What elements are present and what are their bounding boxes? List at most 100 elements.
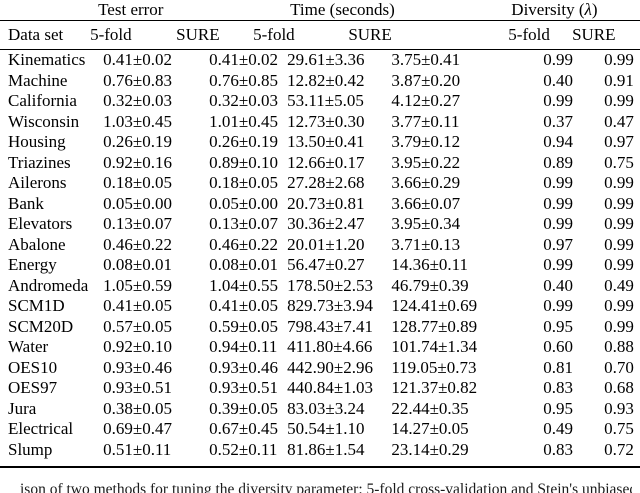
dataset-name-cell: Wisconsin: [8, 111, 80, 131]
div-sure-cell: 0.93: [604, 398, 634, 418]
table-row: SCM20D 0.57±0.05 0.59±0.05 798.43±7.41 128.7…: [0, 317, 640, 338]
test-5fold-cell: 1.05±0.59: [103, 275, 172, 295]
time-5fold-cell: 20.73±0.81: [287, 193, 365, 213]
dataset-name-cell: Triazines: [8, 152, 71, 172]
dataset-name-cell: OES10: [8, 357, 58, 377]
test-sure-cell: 0.67±0.45: [209, 419, 279, 439]
table-row: Housing 0.26±0.19 0.26±0.19 13.50±0.41 3.79±…: [0, 132, 640, 153]
table-row: Jura 0.38±0.05 0.39±0.05 83.03±3.24 22.44±0.…: [0, 399, 640, 420]
table-row: Energy 0.08±0.01 0.08±0.01 56.47±0.27 14.36±…: [0, 255, 640, 276]
time-5fold-cell: 30.36±2.47: [287, 214, 365, 234]
col-header-div-sure: SURE: [572, 20, 640, 50]
test-sure-cell: 0.13±0.07: [209, 214, 279, 234]
div-sure-cell: 0.72: [604, 439, 634, 459]
time-sure-cell: 3.75±0.41: [391, 50, 461, 70]
time-5fold-cell: 12.73±0.30: [287, 111, 365, 131]
test-sure-cell: 0.32±0.03: [209, 91, 279, 111]
col-header-dataset: Data set: [0, 20, 91, 50]
time-sure-cell: 3.66±0.29: [391, 173, 461, 193]
test-5fold-cell: 0.51±0.11: [103, 439, 172, 459]
div-5fold-cell: 0.40: [543, 70, 574, 90]
time-sure-cell: 3.95±0.22: [391, 152, 461, 172]
div-5fold-cell: 0.99: [543, 296, 574, 316]
dataset-name-cell: Kinematics: [8, 50, 86, 70]
test-5fold-cell: 0.57±0.05: [103, 316, 172, 336]
test-5fold-cell: 0.69±0.47: [103, 419, 172, 439]
results-table-wrap: Test error Time (seconds) Diversity (λ) …: [0, 0, 640, 468]
group-label-diversity-prefix: Diversity (: [511, 0, 585, 19]
div-sure-cell: 0.97: [604, 132, 634, 152]
dataset-name-cell: Water: [8, 337, 49, 357]
test-5fold-cell: 0.92±0.10: [103, 337, 172, 357]
group-header-time: Time (seconds): [253, 0, 509, 21]
group-header-spacer: [0, 0, 91, 21]
group-header-row: Test error Time (seconds) Diversity (λ): [0, 0, 640, 21]
test-5fold-cell: 1.03±0.45: [103, 111, 172, 131]
time-sure-cell: 22.44±0.35: [391, 398, 469, 418]
col-header-test-sure: SURE: [176, 20, 254, 50]
div-5fold-cell: 0.83: [543, 439, 574, 459]
group-header-test-error: Test error: [90, 0, 254, 21]
col-header-time-sure: SURE: [348, 20, 509, 50]
test-5fold-cell: 0.92±0.16: [103, 152, 172, 172]
div-sure-cell: 0.68: [604, 378, 634, 398]
test-5fold-cell: 0.46±0.22: [103, 234, 172, 254]
table-row: Slump 0.51±0.11 0.52±0.11 81.86±1.54 23.14±0…: [0, 440, 640, 461]
time-5fold-cell: 798.43±7.41: [287, 316, 373, 336]
test-5fold-cell: 0.93±0.46: [103, 357, 172, 377]
test-5fold-cell: 0.18±0.05: [103, 173, 172, 193]
time-5fold-cell: 442.90±2.96: [287, 357, 373, 377]
test-sure-cell: 0.26±0.19: [209, 132, 279, 152]
div-5fold-cell: 0.95: [543, 398, 574, 418]
time-5fold-cell: 13.50±0.41: [287, 132, 365, 152]
dataset-name-cell: Bank: [8, 193, 44, 213]
div-5fold-cell: 0.89: [543, 152, 574, 172]
div-sure-cell: 0.99: [604, 316, 634, 336]
test-sure-cell: 0.76±0.85: [209, 70, 279, 90]
group-header-diversity: Diversity (λ): [508, 0, 640, 21]
time-5fold-cell: 829.73±3.94: [287, 296, 373, 316]
time-sure-cell: 128.77±0.89: [391, 316, 478, 336]
col-header-time-5fold: 5-fold: [253, 20, 349, 50]
test-5fold-cell: 0.08±0.01: [103, 255, 172, 275]
test-5fold-cell: 0.32±0.03: [103, 91, 172, 111]
time-sure-cell: 3.77±0.11: [391, 111, 460, 131]
test-sure-cell: 0.93±0.46: [209, 357, 279, 377]
test-sure-cell: 0.41±0.02: [209, 50, 279, 70]
time-sure-cell: 14.27±0.05: [391, 419, 469, 439]
test-sure-cell: 0.41±0.05: [209, 296, 279, 316]
time-5fold-cell: 29.61±3.36: [287, 50, 365, 70]
div-5fold-cell: 0.99: [543, 91, 574, 111]
div-5fold-cell: 0.99: [543, 255, 574, 275]
div-sure-cell: 0.75: [604, 152, 634, 172]
dataset-name-cell: Abalone: [8, 234, 66, 254]
table-row: Elevators 0.13±0.07 0.13±0.07 30.36±2.47 3.9…: [0, 214, 640, 235]
dataset-name-cell: Energy: [8, 255, 57, 275]
div-5fold-cell: 0.99: [543, 50, 574, 70]
table-row: Machine 0.76±0.83 0.76±0.85 12.82±0.42 3.87±…: [0, 71, 640, 92]
time-sure-cell: 3.95±0.34: [391, 214, 461, 234]
results-table: Test error Time (seconds) Diversity (λ) …: [0, 0, 640, 461]
time-sure-cell: 4.12±0.27: [391, 91, 461, 111]
dataset-name-cell: Ailerons: [8, 173, 67, 193]
table-row: Andromeda 1.05±0.59 1.04±0.55 178.50±2.53 46…: [0, 276, 640, 297]
table-row: OES97 0.93±0.51 0.93±0.51 440.84±1.03 121.37…: [0, 378, 640, 399]
table-row: Abalone 0.46±0.22 0.46±0.22 20.01±1.20 3.71±…: [0, 235, 640, 256]
time-5fold-cell: 27.28±2.68: [287, 173, 365, 193]
time-sure-cell: 3.79±0.12: [391, 132, 461, 152]
div-5fold-cell: 0.99: [543, 193, 574, 213]
table-row: Wisconsin 1.03±0.45 1.01±0.45 12.73±0.30 3.7…: [0, 112, 640, 133]
group-label-test-error: Test error: [98, 0, 164, 19]
time-5fold-cell: 411.80±4.66: [287, 337, 373, 357]
div-sure-cell: 0.99: [604, 214, 634, 234]
time-sure-cell: 3.87±0.20: [391, 70, 461, 90]
div-sure-cell: 0.88: [604, 337, 634, 357]
div-sure-cell: 0.99: [604, 234, 634, 254]
test-5fold-cell: 0.41±0.05: [103, 296, 172, 316]
time-5fold-cell: 50.54±1.10: [287, 419, 365, 439]
div-sure-cell: 0.99: [604, 255, 634, 275]
test-5fold-cell: 0.76±0.83: [103, 70, 172, 90]
div-5fold-cell: 0.37: [543, 111, 574, 131]
dataset-name-cell: OES97: [8, 378, 58, 398]
